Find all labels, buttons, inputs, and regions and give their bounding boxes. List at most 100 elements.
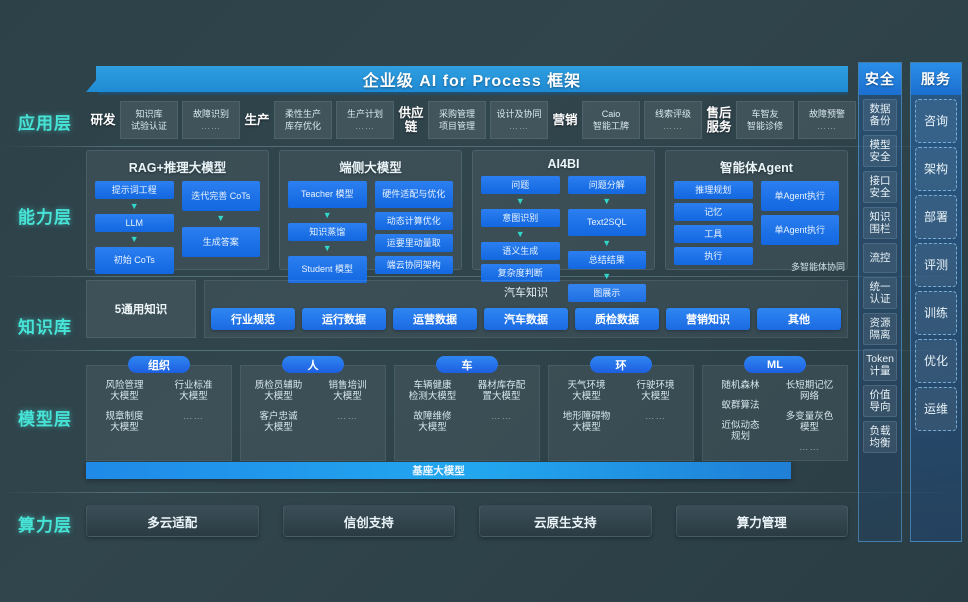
- capability-node[interactable]: 问题: [481, 176, 560, 194]
- model-item[interactable]: ……: [183, 411, 204, 422]
- arrow-down-icon[interactable]: ▼: [602, 271, 612, 281]
- capability-node[interactable]: 语义生成: [481, 242, 560, 260]
- capability-card[interactable]: 端侧大模型 Teacher 模型 ▼ 知识蒸馏 ▼ Student 模型 硬件适配与优化 动态…: [279, 150, 462, 283]
- application-cell[interactable]: 生产计划 ……: [336, 101, 394, 139]
- model-item[interactable]: 风险管理 大模型: [105, 380, 144, 402]
- application-cell[interactable]: 故障识别 ……: [182, 101, 240, 139]
- model-item[interactable]: 客户忠诚 大模型: [259, 411, 298, 433]
- application-cell-list[interactable]: 采购管理 项目管理 设计及协同……: [428, 101, 548, 139]
- service-item[interactable]: 咨询: [915, 99, 957, 143]
- arrow-down-icon[interactable]: ▼: [129, 234, 139, 244]
- capability-card-note[interactable]: 多智能体协同: [790, 262, 845, 272]
- application-cell-line1[interactable]: 线索评级: [654, 109, 691, 119]
- application-cell-line1[interactable]: 故障预警: [808, 109, 845, 119]
- application-cell-line2[interactable]: 智能工牌: [592, 121, 629, 131]
- model-item[interactable]: ……: [645, 411, 666, 422]
- security-item[interactable]: 接口安全: [863, 171, 897, 203]
- capability-node[interactable]: Teacher 模型: [288, 181, 367, 208]
- application-group[interactable]: 生产 柔性生产 库存优化 生产计划……: [240, 99, 394, 141]
- service-item[interactable]: 架构: [915, 147, 957, 191]
- capability-node[interactable]: 提示词工程: [95, 181, 174, 199]
- application-cell-line2[interactable]: ……: [355, 121, 375, 131]
- capability-node[interactable]: 动态计算优化: [374, 212, 453, 230]
- arrow-down-icon[interactable]: ▼: [322, 210, 332, 220]
- compute-button[interactable]: 算力管理: [675, 505, 848, 537]
- knowledge-pill[interactable]: 汽车数据: [484, 308, 568, 330]
- security-item[interactable]: 负载均衡: [863, 421, 897, 453]
- capability-flow-column[interactable]: 提示词工程 ▼ LLM ▼ 初始 CoTs: [95, 181, 174, 274]
- application-cell[interactable]: 线索评级 ……: [644, 101, 702, 139]
- application-cell[interactable]: 故障预警 ……: [798, 101, 856, 139]
- application-cell-list[interactable]: 柔性生产 库存优化 生产计划 ……: [274, 101, 394, 139]
- knowledge-pill[interactable]: 其他: [757, 308, 841, 330]
- application-cell-line2[interactable]: ……: [201, 121, 221, 131]
- model-item-column[interactable]: 器材库存配 置大模型 ……: [470, 380, 533, 454]
- application-cell-line1[interactable]: 车智友: [751, 109, 779, 119]
- model-item[interactable]: 质检员辅助 大模型: [254, 380, 303, 402]
- capability-node[interactable]: Student 模型: [288, 256, 367, 283]
- model-item-column[interactable]: 销售培训 大模型 ……: [316, 380, 379, 454]
- application-cell-line2[interactable]: 库存优化: [284, 121, 321, 131]
- model-group[interactable]: 人质检员辅助 大模型 客户忠诚 大模型 销售培训 大模型……: [240, 356, 386, 461]
- security-item[interactable]: 资源隔离: [863, 313, 897, 345]
- capability-card-body[interactable]: 推理规划 记忆 工具 执行 单Agent执行 单Agent执行: [674, 181, 839, 265]
- application-group[interactable]: 售后服务 车智友 智能诊修 故障预警……: [702, 99, 856, 141]
- capability-flow-column[interactable]: 问题 ▼ 意图识别 ▼ 语义生成 复杂度判断: [481, 176, 560, 282]
- capability-card-body[interactable]: 提示词工程 ▼ LLM ▼ 初始 CoTs 迭代完善 CoTs ▼ 生成答案: [95, 181, 260, 274]
- security-item[interactable]: 模型安全: [863, 135, 897, 167]
- application-cell[interactable]: 设计及协同 ……: [490, 101, 548, 139]
- application-group-label[interactable]: 售后服务: [706, 106, 732, 134]
- model-item[interactable]: 销售培训 大模型: [328, 380, 367, 402]
- capability-card-title[interactable]: AI4BI: [547, 157, 580, 171]
- application-cell-list[interactable]: 车智友 智能诊修 故障预警 ……: [736, 101, 856, 139]
- model-item[interactable]: 器材库存配 置大模型: [477, 380, 526, 402]
- knowledge-pill[interactable]: 行业规范: [211, 308, 295, 330]
- security-item[interactable]: 流控: [863, 243, 897, 273]
- application-cell-line1[interactable]: 生产计划: [346, 109, 383, 119]
- capability-card-title[interactable]: 端侧大模型: [339, 161, 402, 175]
- capability-card[interactable]: AI4BI 问题 ▼ 意图识别 ▼ 语义生成 复杂度判断 问题分解 ▼ Text2SQL ▼ 总结结果…: [472, 150, 655, 302]
- application-cell-line2[interactable]: 项目管理: [438, 121, 475, 131]
- capability-node[interactable]: 执行: [674, 247, 753, 265]
- model-group-tag[interactable]: 组织: [128, 356, 190, 373]
- capability-node[interactable]: LLM: [95, 214, 174, 232]
- model-group-box[interactable]: 质检员辅助 大模型 客户忠诚 大模型 销售培训 大模型……: [240, 365, 386, 461]
- application-group[interactable]: 研发 知识库 试验认证 故障识别……: [86, 99, 240, 141]
- security-item[interactable]: 知识围栏: [863, 207, 897, 239]
- model-group-box[interactable]: 车辆健康 检测大模型 故障维修 大模型 器材库存配 置大模型……: [394, 365, 540, 461]
- security-item[interactable]: 数据备份: [863, 99, 897, 131]
- application-group-label[interactable]: 生产: [244, 113, 270, 127]
- service-item[interactable]: 运维: [915, 387, 957, 431]
- model-item[interactable]: 近似动态 规划: [721, 420, 760, 442]
- model-item[interactable]: 长短期记忆 网络: [785, 380, 834, 402]
- model-group[interactable]: 组织 风险管理 大模型 规章制度 大模型 行业标准 大模型……: [86, 356, 232, 461]
- capability-node[interactable]: 工具: [674, 225, 753, 243]
- application-cell-line1[interactable]: Caio: [601, 109, 621, 119]
- arrow-down-icon[interactable]: ▼: [602, 238, 612, 248]
- application-cell-line1[interactable]: 知识库: [135, 109, 163, 119]
- application-cell[interactable]: 车智友 智能诊修: [736, 101, 794, 139]
- application-cell-line2[interactable]: ……: [663, 121, 683, 131]
- model-group[interactable]: ML 随机森林 蚁群算法 近似动态 规划 长短期记忆 网络 多变量灰色 模型……: [702, 356, 848, 461]
- capability-node[interactable]: 端云协同架构: [374, 256, 453, 274]
- security-item[interactable]: 统一认证: [863, 277, 897, 309]
- application-cell-line2[interactable]: 智能诊修: [746, 121, 783, 131]
- capability-node[interactable]: 知识蒸馏: [288, 223, 367, 241]
- application-cell-line2[interactable]: 试验认证: [130, 121, 167, 131]
- capability-node[interactable]: Text2SQL: [567, 209, 646, 236]
- model-item[interactable]: ……: [799, 442, 820, 453]
- knowledge-pill[interactable]: 运营数据: [393, 308, 477, 330]
- application-cell[interactable]: 采购管理 项目管理: [428, 101, 486, 139]
- model-group-tag[interactable]: 人: [282, 356, 344, 373]
- application-cell[interactable]: Caio 智能工牌: [582, 101, 640, 139]
- model-item[interactable]: ……: [491, 411, 512, 422]
- knowledge-pill[interactable]: 营销知识: [666, 308, 750, 330]
- arrow-down-icon[interactable]: ▼: [216, 213, 226, 223]
- capability-card-title[interactable]: RAG+推理大模型: [128, 161, 227, 175]
- model-item[interactable]: 车辆健康 检测大模型: [408, 380, 457, 402]
- arrow-down-icon[interactable]: ▼: [602, 196, 612, 206]
- security-item[interactable]: 价值导向: [863, 385, 897, 417]
- capability-flow-column[interactable]: 推理规划 记忆 工具 执行: [674, 181, 753, 265]
- model-group-box[interactable]: 天气环境 大模型 地形障碍物 大模型 行驶环境 大模型……: [548, 365, 694, 461]
- model-item[interactable]: 多变量灰色 模型: [785, 411, 834, 433]
